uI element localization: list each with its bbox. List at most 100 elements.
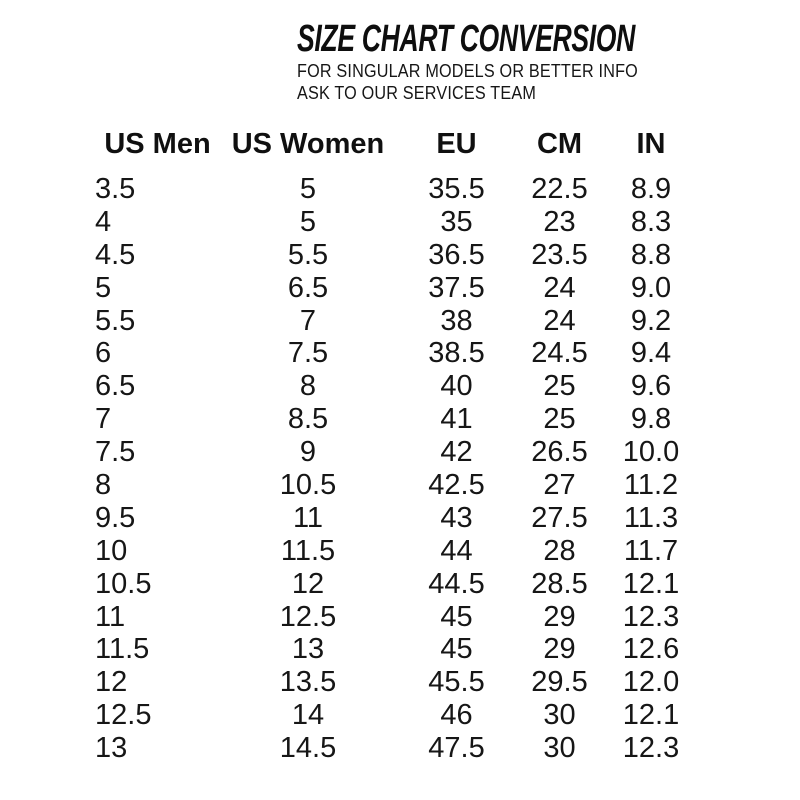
- size-cell: 45: [440, 600, 473, 633]
- size-cell: 4.5: [95, 238, 136, 271]
- table-row: 4.5 5.5 36.5 23.5 8.8: [95, 239, 700, 272]
- size-cell: 12.1: [622, 567, 680, 600]
- table-row: 11 12.5 45 29 12.3: [95, 601, 700, 634]
- size-cell: 7.5: [95, 436, 136, 469]
- size-cell: 36.5: [428, 238, 485, 271]
- size-cell: 30: [543, 699, 576, 732]
- size-cell: 44.5: [428, 567, 485, 600]
- table-row: 13 14.5 47.5 30 12.3: [95, 732, 700, 765]
- table-body: 3.5 5 35.5 22.5 8.9 4 5 35 23 8.3 4.5 5.5 36.5 23.5 8.…: [95, 173, 700, 765]
- size-cell: 12.5: [95, 699, 152, 732]
- size-cell: 38.5: [428, 337, 485, 370]
- size-cell: 5: [299, 205, 317, 238]
- size-cell: 11.5: [280, 534, 336, 567]
- size-cell: 8.3: [630, 205, 672, 238]
- size-cell: 46: [440, 699, 473, 732]
- size-cell: 26.5: [531, 436, 588, 469]
- size-cell: 28: [543, 534, 576, 567]
- size-cell: 8: [299, 370, 317, 403]
- size-cell: 11.5: [95, 633, 150, 666]
- table-header: US Men US Women EU CM IN: [95, 130, 700, 173]
- size-cell: 12.0: [622, 666, 680, 699]
- size-cell: 28.5: [531, 567, 588, 600]
- subtitle-line-2: ASK TO OUR SERVICES TEAM: [297, 82, 536, 103]
- size-cell: 23: [543, 205, 576, 238]
- table-row: 8 10.5 42.5 27 11.2: [95, 469, 700, 502]
- size-cell: 42: [440, 436, 473, 469]
- size-cell: 5: [299, 172, 317, 205]
- size-cell: 35: [440, 205, 473, 238]
- table-row: 3.5 5 35.5 22.5 8.9: [95, 173, 700, 206]
- size-cell: 12.6: [622, 633, 680, 666]
- size-cell: 9.2: [630, 304, 672, 337]
- size-cell: 13: [95, 732, 128, 765]
- column-header-cm: CM: [536, 128, 583, 160]
- header-block: SIZE CHART CONVERSION FOR SINGULAR MODEL…: [297, 18, 780, 104]
- table-row: 7 8.5 41 25 9.8: [95, 403, 700, 436]
- size-cell: 5.5: [287, 238, 329, 271]
- size-cell: 29: [543, 600, 576, 633]
- size-cell: 6: [95, 337, 112, 370]
- table-row: 6.5 8 40 25 9.6: [95, 370, 700, 403]
- size-cell: 9: [299, 436, 317, 469]
- size-cell: 12: [291, 567, 325, 600]
- size-cell: 12.3: [622, 732, 680, 765]
- size-cell: 11: [95, 600, 126, 633]
- size-cell: 12.1: [622, 699, 680, 732]
- size-cell: 11: [292, 501, 324, 534]
- size-cell: 7: [95, 403, 112, 436]
- size-cell: 44: [440, 534, 473, 567]
- size-cell: 8.9: [630, 172, 672, 205]
- size-cell: 41: [440, 403, 473, 436]
- size-cell: 24: [543, 304, 576, 337]
- size-cell: 13.5: [279, 666, 337, 699]
- size-cell: 23.5: [531, 238, 588, 271]
- table-row: 9.5 11 43 27.5 11.3: [95, 502, 700, 535]
- size-cell: 27.5: [531, 501, 588, 534]
- table-row: 11.5 13 45 29 12.6: [95, 633, 700, 666]
- size-cell: 45: [440, 633, 473, 666]
- table-row: 5.5 7 38 24 9.2: [95, 305, 700, 338]
- size-cell: 7.5: [287, 337, 329, 370]
- size-cell: 24: [543, 271, 576, 304]
- size-cell: 6.5: [287, 271, 329, 304]
- size-cell: 30: [543, 732, 576, 765]
- size-cell: 6.5: [95, 370, 136, 403]
- size-cell: 4: [95, 205, 112, 238]
- table-row: 6 7.5 38.5 24.5 9.4: [95, 337, 700, 370]
- size-cell: 11.2: [623, 468, 679, 501]
- size-cell: 9.0: [630, 271, 672, 304]
- size-cell: 3.5: [95, 172, 136, 205]
- table-row: 12.5 14 46 30 12.1: [95, 699, 700, 732]
- size-cell: 5: [95, 271, 112, 304]
- subtitle-line-1: FOR SINGULAR MODELS OR BETTER INFO: [297, 61, 638, 81]
- size-cell: 11.7: [623, 534, 679, 567]
- column-header-us-men: US Men: [104, 128, 211, 160]
- table-row: 10.5 12 44.5 28.5 12.1: [95, 568, 700, 601]
- size-cell: 25: [543, 370, 576, 403]
- size-cell: 10.5: [279, 468, 337, 501]
- size-cell: 12: [95, 666, 128, 699]
- table-row: 4 5 35 23 8.3: [95, 206, 700, 239]
- size-cell: 42.5: [428, 468, 485, 501]
- column-header-us-women: US Women: [231, 128, 385, 160]
- size-cell: 8: [95, 468, 112, 501]
- size-cell: 9.4: [630, 337, 672, 370]
- size-cell: 24.5: [531, 337, 588, 370]
- size-cell: 12.3: [622, 600, 680, 633]
- table-row: 10 11.5 44 28 11.7: [95, 535, 700, 568]
- size-cell: 43: [440, 501, 473, 534]
- size-cell: 40: [440, 370, 473, 403]
- size-cell: 45.5: [428, 666, 485, 699]
- size-cell: 10.0: [622, 436, 680, 469]
- size-cell: 29: [543, 633, 576, 666]
- size-cell: 7: [299, 304, 317, 337]
- table-row: 12 13.5 45.5 29.5 12.0: [95, 666, 700, 699]
- size-cell: 27: [543, 468, 576, 501]
- size-cell: 9.6: [630, 370, 672, 403]
- size-cell: 37.5: [428, 271, 485, 304]
- size-cell: 47.5: [428, 732, 485, 765]
- size-cell: 8.5: [287, 403, 329, 436]
- page-subtitle: FOR SINGULAR MODELS OR BETTER INFO ASK T…: [297, 61, 732, 104]
